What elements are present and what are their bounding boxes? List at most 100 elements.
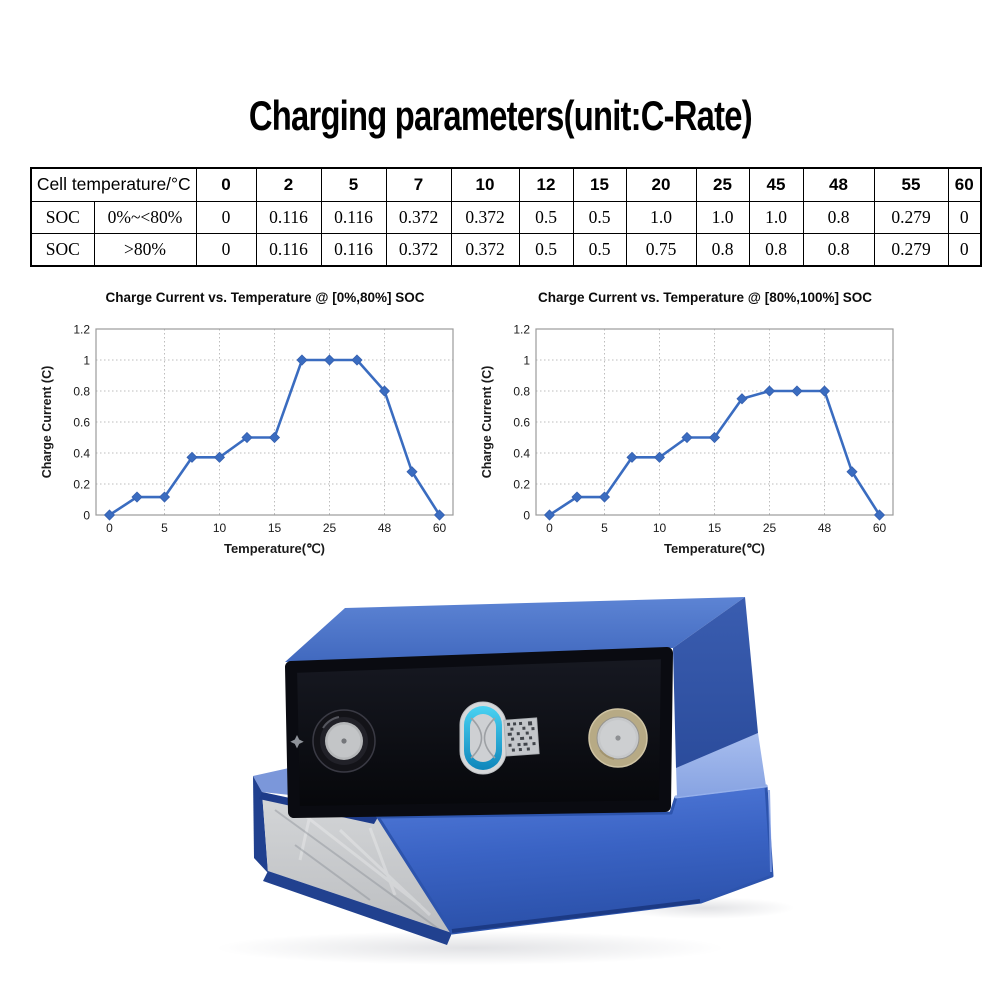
value-cell: 0.8	[695, 232, 750, 267]
charging-parameters-table: Cell temperature/°C 0 2 5 7 10 12 15 20 25 45 48 55 6…	[30, 167, 982, 267]
data-point-marker	[241, 431, 253, 444]
bottom-battery-cell	[253, 733, 774, 945]
soc-label-cell: SOC	[30, 200, 95, 234]
positive-terminal-icon	[588, 708, 648, 768]
y-tick-label: 0.2	[73, 478, 90, 492]
temperature-header-cell: 7	[385, 167, 452, 202]
chart-plot-area: 0 0.2 0.4 0.6 0.8 1 1.2 0 5 10 15 25 48 60 Temperature…	[480, 323, 894, 556]
data-point-marker	[406, 466, 418, 478]
y-tick-label: 0.6	[513, 416, 530, 430]
y-tick-label: 0.2	[513, 478, 530, 492]
data-point-marker	[598, 491, 611, 503]
data-point-marker	[268, 431, 281, 444]
temperature-header-cell: 45	[748, 167, 804, 202]
table-row: SOC >80% 0 0.116 0.116 0.372 0.372 0.5 0.5 0.75 0.…	[30, 232, 982, 267]
x-tick-label: 48	[378, 521, 392, 535]
data-point-marker	[433, 509, 446, 521]
y-tick-label: 0.8	[73, 385, 90, 399]
temperature-header-cell: 2	[255, 167, 322, 202]
data-point-marker	[296, 354, 308, 366]
value-cell: 0.5	[572, 200, 627, 234]
x-tick-label: 25	[763, 521, 777, 535]
cell-top-blue-face	[285, 597, 745, 662]
value-cell: 0.5	[518, 200, 574, 234]
temperature-header-cell: 20	[625, 167, 697, 202]
value-cell: 0.8	[802, 232, 875, 267]
value-cell: 0.116	[255, 200, 322, 234]
value-cell: 1.0	[695, 200, 750, 234]
data-point-marker	[131, 491, 143, 503]
y-axis-title: Charge Current (C)	[40, 366, 54, 479]
value-cell: 0.279	[873, 200, 949, 234]
data-point-marker	[103, 509, 116, 521]
value-cell: 0	[947, 200, 982, 234]
x-tick-label: 5	[161, 521, 168, 535]
data-point-marker	[763, 385, 776, 397]
value-cell: 0.8	[802, 200, 875, 234]
aluminum-side-face	[262, 792, 452, 933]
data-point-marker	[873, 509, 886, 521]
y-tick-label: 0	[83, 509, 90, 523]
y-axis-title: Charge Current (C)	[480, 366, 494, 479]
page-title: Charging parameters(unit:C-Rate)	[0, 92, 1000, 140]
value-cell: 0.279	[873, 232, 949, 267]
data-point-marker	[351, 354, 363, 366]
temperature-header-cell: 48	[802, 167, 875, 202]
soc-range-cell: >80%	[93, 232, 197, 267]
x-tick-label: 10	[213, 521, 227, 535]
value-cell: 0	[195, 232, 257, 267]
chart-charge-current-low-soc: Charge Current vs. Temperature @ [0%,80%…	[35, 288, 465, 570]
soc-label-cell: SOC	[30, 232, 95, 267]
temperature-header-cell: 10	[450, 167, 520, 202]
x-tick-label: 25	[323, 521, 337, 535]
data-point-marker	[653, 451, 666, 463]
data-point-marker	[681, 431, 693, 444]
value-cell: 0.116	[255, 232, 322, 267]
x-tick-label: 15	[268, 521, 282, 535]
value-cell: 0	[195, 200, 257, 234]
battery-product-photo	[200, 585, 800, 985]
data-point-marker	[708, 431, 721, 444]
data-point-marker	[846, 466, 858, 478]
y-tick-label: 0.8	[513, 385, 530, 399]
value-cell: 0.116	[320, 232, 387, 267]
data-point-marker	[158, 491, 171, 503]
chart-plot-area: 0 0.2 0.4 0.6 0.8 1 1.2 0 5 10 15 25 48 60 Temperature…	[40, 323, 454, 556]
blue-top-face	[676, 733, 766, 797]
value-cell: 0.372	[385, 232, 452, 267]
data-point-marker	[186, 451, 198, 463]
shadow	[215, 931, 725, 965]
chart-charge-current-high-soc: Charge Current vs. Temperature @ [80%,10…	[475, 288, 905, 570]
value-cell: 0.116	[320, 200, 387, 234]
x-tick-label: 0	[106, 521, 113, 535]
negative-terminal-icon	[312, 709, 376, 773]
data-point-marker	[323, 354, 336, 366]
temperature-header-cell: 0	[195, 167, 257, 202]
value-cell: 0.75	[625, 232, 697, 267]
chart-title: Charge Current vs. Temperature @ [80%,10…	[537, 290, 873, 305]
vent-valve-icon	[459, 701, 507, 775]
qr-code-sticker	[503, 717, 540, 757]
soc-range-cell: 0%~<80%	[93, 200, 197, 234]
x-tick-label: 48	[818, 521, 832, 535]
charging-parameters-table-wrap: Cell temperature/°C 0 2 5 7 10 12 15 20 25 45 48 55 6…	[30, 167, 982, 267]
page-title-text: Charging parameters(unit:C-Rate)	[248, 92, 753, 139]
y-tick-label: 0.6	[73, 416, 90, 430]
y-tick-label: 0.4	[73, 447, 90, 461]
x-tick-label: 0	[546, 521, 553, 535]
x-tick-label: 5	[601, 521, 608, 535]
x-tick-label: 10	[653, 521, 667, 535]
etched-mark-icon	[290, 735, 304, 749]
x-tick-label: 15	[708, 521, 722, 535]
chart-title: Charge Current vs. Temperature @ [0%,80%…	[105, 290, 425, 305]
value-cell: 0.5	[572, 232, 627, 267]
data-point-marker	[818, 385, 831, 397]
temperature-header-cell: 25	[695, 167, 750, 202]
temperature-header-cell: 5	[320, 167, 387, 202]
cell-right-blue-face	[673, 597, 758, 768]
table-row: SOC 0%~<80% 0 0.116 0.116 0.372 0.372 0.5 0.5 1.0…	[30, 200, 982, 234]
x-tick-label: 60	[873, 521, 887, 535]
y-tick-label: 1	[83, 354, 90, 368]
value-cell: 0.372	[450, 232, 520, 267]
